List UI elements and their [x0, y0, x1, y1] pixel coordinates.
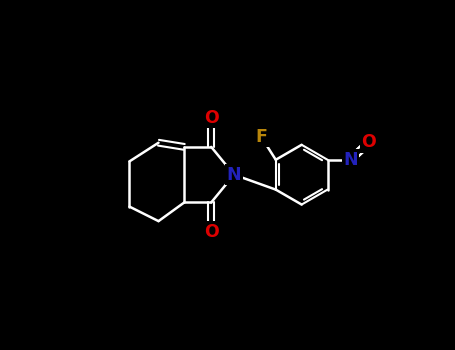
- Text: F: F: [255, 128, 267, 146]
- Text: O: O: [362, 133, 376, 151]
- Text: O: O: [362, 133, 376, 151]
- Text: N: N: [343, 151, 358, 169]
- Text: O: O: [204, 223, 218, 240]
- Text: N: N: [227, 166, 241, 184]
- Text: O: O: [204, 109, 218, 127]
